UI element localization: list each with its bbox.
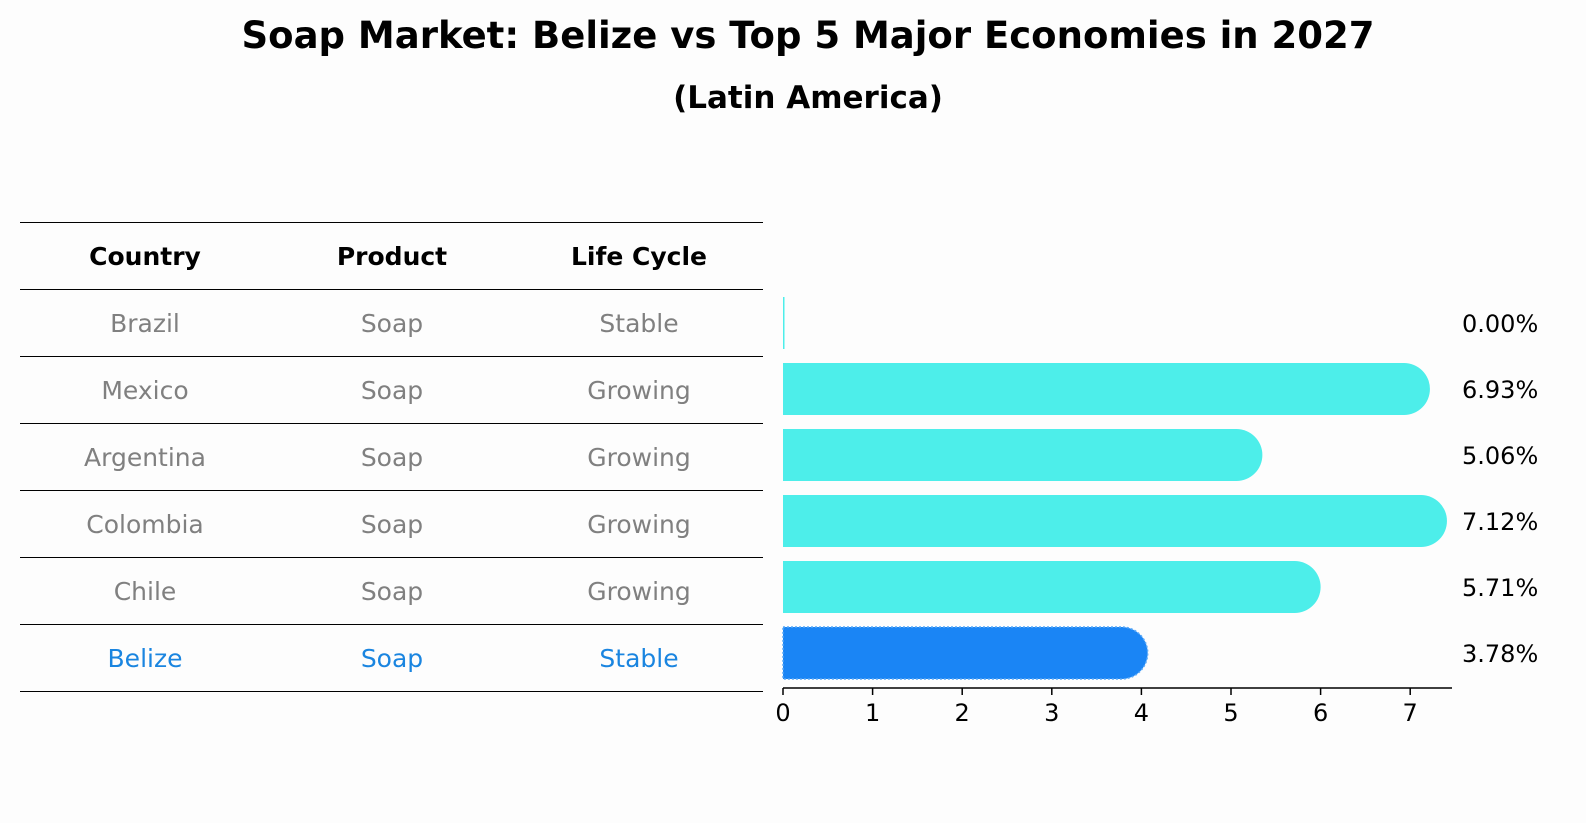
cell-product: Soap <box>360 442 424 472</box>
cell-product: Soap <box>360 375 424 405</box>
table-header-row: Country Product Life Cycle <box>20 222 763 290</box>
x-tick-label: 1 <box>865 699 880 727</box>
bar-value-label: 5.06% <box>1462 442 1538 470</box>
cell-life-cycle: Growing <box>587 509 691 539</box>
cell-country: Belize <box>107 643 183 673</box>
data-table: Country Product Life Cycle Brazil Soap S… <box>20 222 763 692</box>
bar <box>783 495 1447 547</box>
bar <box>783 429 1263 481</box>
bar <box>783 561 1321 613</box>
table-row: Mexico Soap Growing <box>20 357 763 424</box>
header-life-cycle: Life Cycle <box>570 241 708 271</box>
cell-life-cycle: Growing <box>587 576 691 606</box>
header-product: Product <box>336 241 448 271</box>
bar-highlight <box>782 626 1149 680</box>
cell-product: Soap <box>360 509 424 539</box>
bar-value-label: 0.00% <box>1462 310 1538 338</box>
cell-country: Argentina <box>84 442 206 472</box>
chart-title: Soap Market: Belize vs Top 5 Major Econo… <box>241 14 1375 57</box>
cell-product: Soap <box>360 576 424 606</box>
cell-product: Soap <box>360 643 424 673</box>
cell-country: Chile <box>113 576 177 606</box>
cell-country: Mexico <box>101 375 189 405</box>
bar-value-label: 7.12% <box>1462 508 1538 536</box>
x-tick-label: 7 <box>1403 699 1418 727</box>
table-row-highlight: Belize Soap Stable <box>20 625 763 692</box>
table-row: Argentina Soap Growing <box>20 424 763 491</box>
cell-life-cycle: Stable <box>599 643 679 673</box>
cell-product: Soap <box>360 308 424 338</box>
bar-value-label: 5.71% <box>1462 574 1538 602</box>
cell-country: Colombia <box>86 509 204 539</box>
table-row: Chile Soap Growing <box>20 558 763 625</box>
table-row: Brazil Soap Stable <box>20 290 763 357</box>
table-row: Colombia Soap Growing <box>20 491 763 558</box>
cell-country: Brazil <box>110 308 180 338</box>
bar <box>783 363 1430 415</box>
cell-life-cycle: Growing <box>587 375 691 405</box>
bar-value-label: 6.93% <box>1462 376 1538 404</box>
chart-subtitle: (Latin America) <box>673 80 943 116</box>
x-tick-label: 4 <box>1134 699 1149 727</box>
x-tick-label: 0 <box>775 699 790 727</box>
cell-life-cycle: Growing <box>587 442 691 472</box>
x-tick-label: 3 <box>1044 699 1059 727</box>
bar-value-label: 3.78% <box>1462 640 1538 668</box>
x-tick-label: 2 <box>955 699 970 727</box>
bar <box>783 297 785 349</box>
header-country: Country <box>89 241 201 271</box>
x-tick-label: 6 <box>1313 699 1328 727</box>
x-tick-label: 5 <box>1223 699 1238 727</box>
cell-life-cycle: Stable <box>599 308 679 338</box>
